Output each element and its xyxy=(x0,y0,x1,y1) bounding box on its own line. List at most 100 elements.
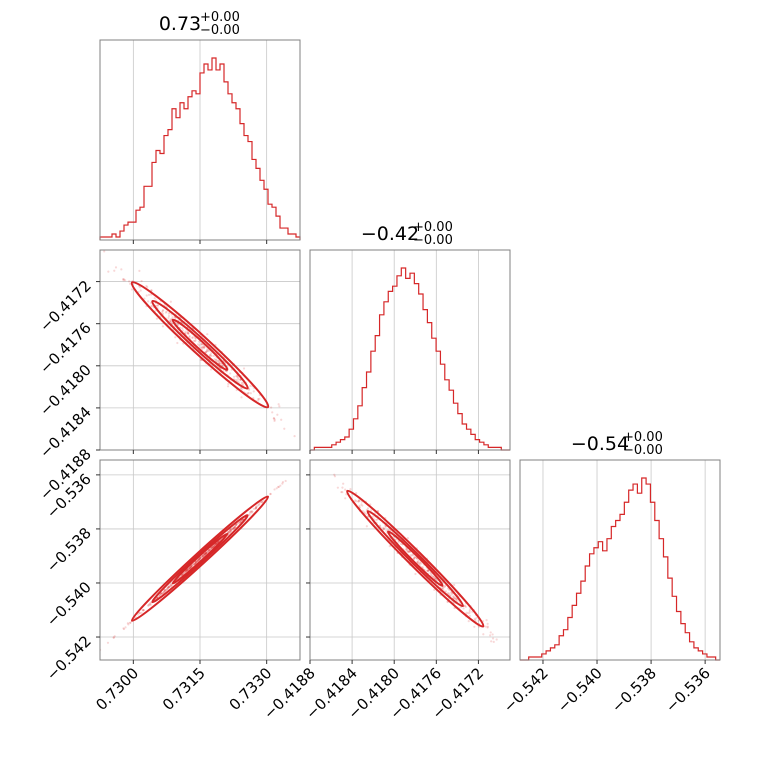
pair-0-point xyxy=(153,297,156,300)
pair-0-point xyxy=(240,381,243,384)
pair-2-point xyxy=(463,604,466,607)
pair-1-point xyxy=(216,541,219,544)
pair-2-point xyxy=(420,562,423,565)
pair-1-point xyxy=(128,621,132,624)
pair-1-point xyxy=(239,520,242,524)
pair-2-point xyxy=(468,611,471,614)
pair-1-point xyxy=(163,590,166,593)
pair-2-point xyxy=(430,573,433,576)
pair-2-point xyxy=(455,598,458,601)
pair-2-point xyxy=(426,569,429,572)
pair-1-point xyxy=(215,542,218,545)
pair-2-point xyxy=(367,515,370,518)
pair-0-point xyxy=(272,417,276,420)
pair-1-point xyxy=(249,510,252,514)
pair-0-contour-1 xyxy=(151,299,249,390)
pair-2-point xyxy=(342,482,345,485)
pair-1-point xyxy=(228,529,231,533)
pair-1-point xyxy=(193,563,196,566)
pair-1-point xyxy=(136,613,140,616)
pair-1-point xyxy=(201,554,205,558)
pair-2-point xyxy=(463,604,466,608)
hist-2-steps xyxy=(520,477,720,661)
pair-0-point xyxy=(120,268,123,271)
pair-0-point xyxy=(218,362,222,365)
pair-1-point xyxy=(189,566,192,569)
pair-1-contour-0 xyxy=(130,495,270,622)
pair-0-point xyxy=(103,250,106,253)
pair-0-point xyxy=(227,382,230,386)
pair-1-point xyxy=(166,586,169,589)
pair-0-point xyxy=(283,427,286,430)
pair-1-point xyxy=(161,592,164,595)
pair-1-point xyxy=(170,583,173,586)
pair-1-point xyxy=(193,562,196,565)
pair-0-point xyxy=(199,358,202,361)
pair-1-point xyxy=(196,558,199,561)
pair-0-point xyxy=(240,396,243,399)
pair-0-point xyxy=(201,346,204,349)
pair-0-point xyxy=(154,309,157,312)
pair-2-point xyxy=(355,491,358,495)
pair-2-point xyxy=(384,525,387,528)
pair-1-point xyxy=(251,510,254,513)
hist-0-title-upper: +0.00 xyxy=(200,10,240,25)
pair-2-point xyxy=(336,486,339,489)
pair-0-point xyxy=(150,305,153,308)
pair-0-point xyxy=(191,336,194,339)
pair-2-point xyxy=(366,515,369,518)
pair-1-point xyxy=(194,561,197,564)
pair-1-point xyxy=(197,558,200,561)
pair-1-point xyxy=(185,569,188,572)
pair-2-point xyxy=(492,640,495,643)
pair-1-point xyxy=(205,552,208,555)
pair-0-point xyxy=(273,419,276,422)
pair-1-point xyxy=(229,530,233,533)
pair-1-contour-1 xyxy=(151,514,249,604)
pair-2-point xyxy=(344,488,347,491)
pair-2-point xyxy=(426,569,430,572)
pair-0-point xyxy=(278,405,281,408)
pair-0-point xyxy=(193,340,197,343)
pair-2-contour-2 xyxy=(386,530,444,587)
pair-0-point xyxy=(176,341,179,345)
pair-1-point xyxy=(199,556,202,559)
pair-1-point xyxy=(205,552,208,555)
pair-0-point xyxy=(138,286,142,289)
pair-2-point xyxy=(421,566,424,569)
pair-0-point xyxy=(247,391,250,395)
pair-2-point xyxy=(416,560,419,563)
pair-0-point xyxy=(203,346,206,349)
pair-1-point xyxy=(142,609,145,612)
pair-1-point xyxy=(124,626,127,629)
pair-0-point xyxy=(249,384,252,387)
pair-2-point xyxy=(382,526,385,529)
pair-1-point xyxy=(232,526,235,529)
pair-0-point xyxy=(176,322,179,325)
pair-1-point xyxy=(203,553,206,556)
pair-1-point xyxy=(254,507,257,510)
pair-2-point xyxy=(349,488,352,491)
pair-0-point xyxy=(280,418,283,421)
pair-1-point xyxy=(213,544,217,547)
pair-1-point xyxy=(233,526,236,530)
pair-2-point xyxy=(385,529,388,532)
pair-1-point xyxy=(237,521,240,525)
pair-2-contour-1 xyxy=(366,510,464,608)
pair-1-point xyxy=(202,554,205,557)
xtick-label-col0-0: 0.7300 xyxy=(92,664,142,714)
ytick-label-row2-1: −0.540 xyxy=(43,578,95,630)
xtick-label-col0-1: 0.7315 xyxy=(159,664,209,714)
pair-1-point xyxy=(277,485,280,488)
pair-1-point xyxy=(189,565,192,568)
pair-1-point xyxy=(201,555,204,558)
pair-0-point xyxy=(215,359,218,362)
pair-0-point xyxy=(207,349,210,353)
pair-2-point xyxy=(358,499,361,502)
pair-1-point xyxy=(202,554,205,557)
pair-2-point xyxy=(473,625,476,628)
pair-0-point xyxy=(174,317,177,320)
pair-0-point xyxy=(202,347,206,350)
pair-0-point xyxy=(145,294,148,297)
pair-1-point xyxy=(113,635,116,638)
